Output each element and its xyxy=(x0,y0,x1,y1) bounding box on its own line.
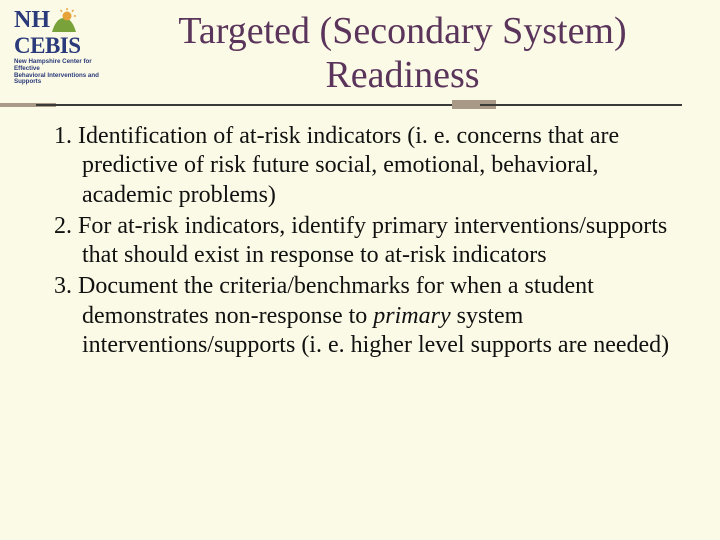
title-block: Targeted (Secondary System) Readiness xyxy=(115,10,690,97)
list-item: 2. For at-risk indicators, identify prim… xyxy=(54,212,680,271)
list-num: 1. xyxy=(54,123,72,149)
logo-nh-text: NH xyxy=(14,7,50,33)
list-text-italic: primary xyxy=(373,303,450,329)
rule-dark-left xyxy=(36,104,460,106)
logo-top-row: NH xyxy=(14,8,114,34)
slide-title: Targeted (Secondary System) Readiness xyxy=(115,10,690,97)
sun-icon xyxy=(50,8,78,34)
list-num: 3. xyxy=(54,273,72,299)
content-list: 1. Identification of at-risk indicators … xyxy=(54,122,680,362)
list-text: For at-risk indicators, identify primary… xyxy=(78,213,667,268)
list-num: 2. xyxy=(54,213,72,239)
logo-tagline-1: New Hampshire Center for Effective xyxy=(14,58,92,72)
list-item: 3. Document the criteria/benchmarks for … xyxy=(54,272,680,360)
logo-cebis-text: CEBIS xyxy=(14,34,114,57)
logo-tagline-2: Behavioral Interventions and Supports xyxy=(14,72,99,86)
title-underline xyxy=(0,104,720,116)
logo-tagline: New Hampshire Center for Effective Behav… xyxy=(14,59,114,86)
rule-dark-right xyxy=(480,104,682,106)
org-logo: NH CEBIS New Hampshir xyxy=(14,8,114,88)
list-text: Identification of at-risk indicators (i.… xyxy=(78,123,619,208)
list-item: 1. Identification of at-risk indicators … xyxy=(54,122,680,210)
slide: NH CEBIS New Hampshir xyxy=(0,0,720,540)
